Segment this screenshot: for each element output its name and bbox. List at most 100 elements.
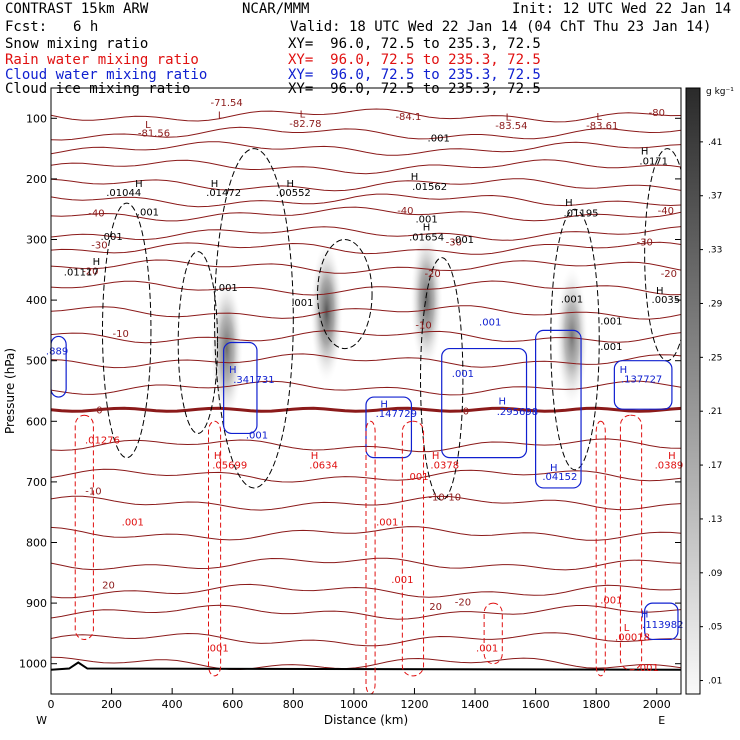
y-tick-label-2: 300 (26, 234, 47, 247)
colorbar-unit: g kg⁻¹ (706, 87, 734, 97)
contour-label-53: .001 (561, 295, 583, 306)
colorbar-tick-label-8: .09 (708, 569, 723, 579)
contour-label-51: H (565, 198, 573, 209)
contour-label-54: H (656, 286, 664, 297)
cloud-water-contour-1 (51, 335, 67, 398)
x-tick-label-2: 400 (162, 698, 183, 711)
rain-water-contour-3 (401, 420, 425, 677)
snow-shading-3 (555, 266, 588, 407)
contour-label-43: .01117 (64, 267, 99, 278)
contour-label-46: .001 (428, 133, 450, 144)
contour-label-10: -83.61 (586, 121, 618, 132)
contour-label-84: .001 (406, 472, 428, 483)
contour-label-0: L (218, 110, 224, 121)
contour-label-12: -40 (88, 208, 104, 219)
contour-label-72: H (641, 610, 649, 621)
contour-label-26: -10-10 (428, 493, 461, 504)
contour-label-21: -10 (112, 329, 128, 340)
contour-label-6: -84.1 (395, 112, 421, 123)
x-tick-label-0: 0 (48, 698, 55, 711)
isotherm-line-20 (51, 583, 681, 599)
y-tick-label-3: 400 (26, 294, 47, 307)
contour-label-58: H (229, 365, 237, 376)
contour-label-16: -30 (446, 238, 462, 249)
contour-label-11: -80 (649, 108, 665, 119)
contour-label-30: H (135, 179, 143, 190)
contour-label-36: H (411, 172, 419, 183)
cloud-water-contour-6 (644, 602, 679, 641)
contour-label-19: -20 (424, 269, 440, 280)
colorbar-tick-label-7: .13 (708, 515, 722, 525)
contour-label-29: -20 (455, 598, 471, 609)
contour-label-2: L (145, 120, 151, 131)
contour-label-63: .147729 (376, 409, 417, 420)
contour-label-48: H (423, 222, 431, 233)
contour-label-31: .01044 (106, 188, 141, 199)
contour-label-52: .01195 (564, 208, 599, 219)
contour-label-20: -20 (661, 269, 677, 280)
y-tick-label-5: 600 (26, 415, 47, 428)
snow-shading-0 (210, 278, 243, 419)
cloud-water-contour-3 (441, 347, 528, 459)
colorbar-tick-label-0: .41 (708, 138, 722, 148)
cloud-ice-contour-1 (177, 251, 219, 434)
contour-label-42: H (93, 257, 101, 268)
isotherm-line-7 (51, 226, 681, 241)
contour-label-64: .001 (479, 318, 501, 329)
contour-label-23: 0 (96, 405, 102, 416)
contour-label-22: -10 (415, 321, 431, 332)
contour-label-13: -40 (397, 206, 413, 217)
contour-label-25: -10 (85, 487, 101, 498)
x-tick-label-5: 1000 (340, 698, 368, 711)
rain-water-contour-6 (619, 414, 643, 671)
plot-frame (50, 87, 682, 695)
isotherm-line-11 (51, 305, 681, 320)
isotherm-line-10 (51, 280, 681, 296)
contour-label-3: -81.56 (138, 128, 170, 139)
field-label-cloud-ice: Cloud ice mixing ratio (5, 81, 191, 97)
contour-label-41: .001 (100, 232, 122, 243)
contour-label-76: H (311, 451, 319, 462)
isotherm-line-4 (51, 178, 681, 192)
y-tick-label-1: 200 (26, 173, 47, 186)
cloud-ice-contour-3 (317, 239, 373, 350)
isotherm-line-18 (51, 526, 681, 541)
contour-label-14: -40 (658, 206, 674, 217)
x-tick-label-1: 200 (101, 698, 122, 711)
contour-label-86: .001 (391, 575, 413, 586)
contour-label-32: H (211, 179, 219, 190)
colorbar-tick-label-3: .29 (708, 299, 723, 309)
colorbar-tick-label-9: .05 (708, 623, 722, 633)
x-tick-label-6: 1200 (400, 698, 428, 711)
y-tick-label-4: 500 (26, 355, 47, 368)
contour-label-80: H (668, 451, 676, 462)
x-tick-label-4: 800 (283, 698, 304, 711)
snow-shading-2 (410, 230, 443, 371)
field-xy-snow: XY= 96.0, 72.5 to 235.3, 72.5 (288, 36, 541, 52)
valid-time: Valid: 18 UTC Wed 22 Jan 14 (04 ChT Thu … (290, 19, 712, 35)
x-axis-label: Distance (km) (324, 713, 408, 727)
isotherm-line-0 (51, 108, 681, 123)
rain-water-contour-2 (365, 420, 376, 694)
colorbar (685, 87, 701, 695)
cloud-water-contour-0 (223, 341, 258, 435)
contour-label-91: .00018 (615, 633, 650, 644)
contour-label-18: -20 (82, 267, 98, 278)
contour-label-8: -83.54 (495, 121, 527, 132)
contour-label-89: .001 (600, 596, 622, 607)
contour-label-38: H (641, 147, 649, 158)
contour-label-60: .001 (246, 430, 268, 441)
contour-label-67: .295698 (497, 407, 538, 418)
colorbar-tick-label-6: .17 (708, 461, 722, 471)
contour-label-75: .05699 (212, 461, 247, 472)
contour-label-77: .0634 (309, 461, 338, 472)
x-tick-label-8: 1600 (522, 698, 550, 711)
contour-label-81: .0389 (655, 461, 684, 472)
contour-label-82: .01276 (85, 436, 120, 447)
rain-water-contour-0 (74, 414, 94, 640)
y-axis-label: Pressure (hPa) (3, 348, 17, 434)
field-xy-cloud-water: XY= 96.0, 72.5 to 235.3, 72.5 (288, 67, 541, 83)
isotherm-line-9 (51, 259, 681, 274)
contour-label-50: .001 (452, 235, 474, 246)
